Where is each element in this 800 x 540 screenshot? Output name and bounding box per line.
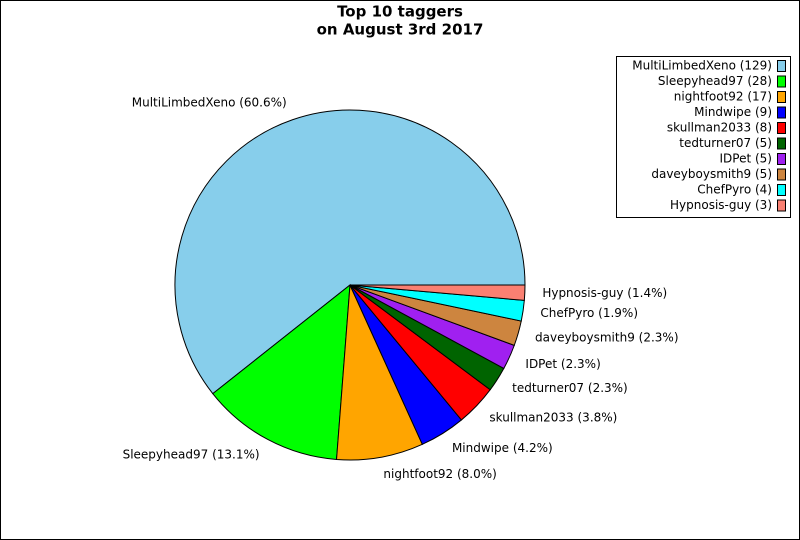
- pie-slice: [174, 109, 526, 395]
- slice-label: nightfoot92 (8.0%): [383, 467, 496, 481]
- slice-label: MultiLimbedXeno (60.6%): [132, 96, 287, 110]
- slice-label: Mindwipe (4.2%): [452, 441, 553, 455]
- slice-label: ChefPyro (1.9%): [540, 306, 638, 320]
- legend-swatch: [777, 91, 786, 103]
- legend-label: nightfoot92 (17): [674, 90, 772, 104]
- legend-label: Sleepyhead97 (28): [658, 74, 772, 88]
- slice-label: daveyboysmith9 (2.3%): [535, 331, 679, 345]
- legend-swatch: [777, 168, 786, 181]
- legend-label: daveyboysmith9 (5): [651, 167, 772, 181]
- legend-label: IDPet (5): [720, 152, 773, 166]
- legend-swatch: [777, 184, 786, 196]
- slice-label: IDPet (2.3%): [525, 357, 600, 371]
- legend-swatch: [777, 153, 786, 165]
- legend-label: Mindwipe (9): [694, 105, 772, 119]
- legend-swatch: [777, 75, 786, 88]
- slice-label: tedturner07 (2.3%): [512, 381, 628, 395]
- chart-title: Top 10 taggers: [337, 3, 463, 21]
- legend-swatch: [777, 137, 786, 150]
- legend-label: tedturner07 (5): [679, 136, 772, 150]
- slice-label: skullman2033 (3.8%): [489, 410, 617, 424]
- legend-box: [616, 56, 791, 218]
- chart-subtitle: on August 3rd 2017: [317, 21, 484, 39]
- slice-label: Sleepyhead97 (13.1%): [123, 447, 260, 461]
- legend-label: MultiLimbedXeno (129): [632, 59, 772, 73]
- legend-swatch: [777, 106, 786, 119]
- pie-slice: [212, 283, 351, 461]
- legend-swatch: [777, 60, 786, 72]
- legend-swatch: [777, 122, 786, 134]
- pie-slice: [349, 284, 526, 301]
- slice-label: Hypnosis-guy (1.4%): [542, 286, 667, 300]
- legend-label: Hypnosis-guy (3): [670, 198, 772, 212]
- legend-swatch: [777, 199, 786, 212]
- legend-label: ChefPyro (4): [697, 183, 772, 197]
- legend-label: skullman2033 (8): [667, 121, 772, 135]
